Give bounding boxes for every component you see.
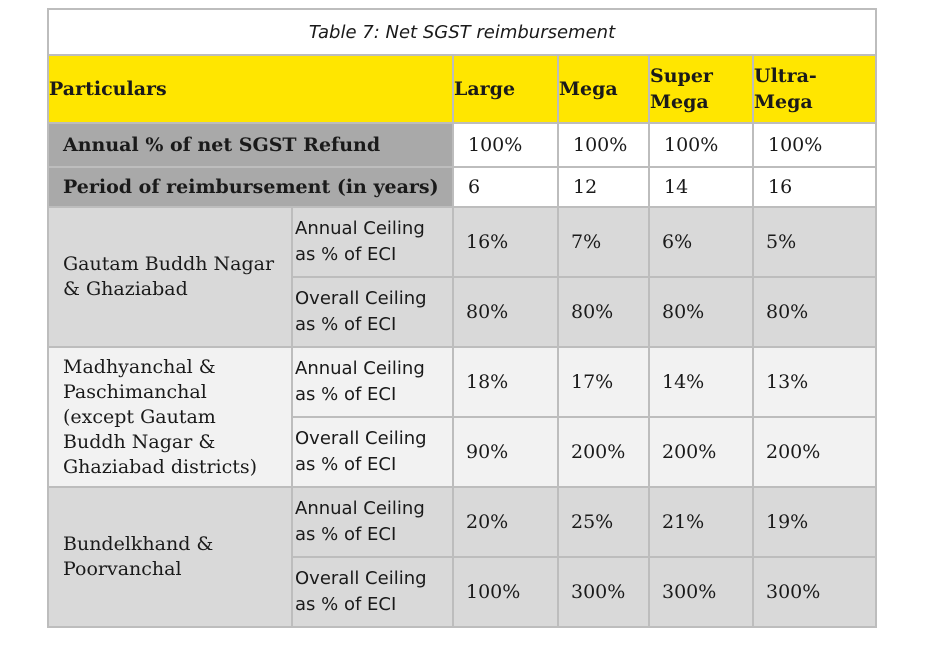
table-cell: 80% (557, 276, 650, 348)
sgst-reimbursement-table: Table 7: Net SGST reimbursement Particul… (46, 8, 878, 628)
table-cell: 12 (557, 166, 650, 208)
table-cell: 25% (557, 486, 650, 558)
table-cell: 80% (452, 276, 559, 348)
table-caption: Table 7: Net SGST reimbursement (46, 8, 878, 56)
table-cell: 100% (648, 122, 754, 168)
ceiling-label: Annual Ceiling as % of ECI (291, 206, 454, 278)
refund-row: Annual % of net SGST Refund 100% 100% 10… (47, 122, 878, 168)
period-row: Period of reimbursement (in years) 6 12 … (47, 166, 878, 208)
table-cell: 100% (557, 122, 650, 168)
table-cell: 17% (557, 346, 650, 418)
region-row: Gautam Buddh Nagar & Ghaziabad Annual Ce… (47, 206, 878, 348)
table-cell: 6% (648, 206, 754, 278)
table-cell: 300% (751, 556, 878, 628)
ceiling-label: Overall Ceiling as % of ECI (291, 416, 454, 488)
header-row: Particulars Large Mega Super Mega Ultra-… (47, 54, 878, 124)
region-row: Overall Ceiling as % of ECI 90% 200% 200… (48, 416, 878, 488)
table-cell: 100% (751, 122, 878, 168)
region-row: Bundelkhand & Poorvanchal Annual Ceiling… (47, 486, 878, 628)
table-cell: 100% (452, 122, 559, 168)
table-cell: 200% (751, 416, 878, 488)
ceiling-label: Annual Ceiling as % of ECI (291, 346, 454, 418)
table-cell: 14 (648, 166, 754, 208)
table-cell: 200% (648, 416, 754, 488)
row-label: Period of reimbursement (in years) (47, 166, 454, 208)
region-row: Overall Ceiling as % of ECI 100% 300% 30… (48, 556, 878, 628)
table-cell: 20% (452, 486, 559, 558)
table-cell: 300% (648, 556, 754, 628)
table-cell: 21% (648, 486, 754, 558)
region-name: Bundelkhand & Poorvanchal (47, 486, 293, 628)
table-cell: 16 (751, 166, 878, 208)
table-cell: 200% (557, 416, 650, 488)
row-label: Annual % of net SGST Refund (47, 122, 454, 168)
table-cell: 6 (452, 166, 559, 208)
column-header-ultra-mega: Ultra- Mega (751, 54, 878, 124)
region-name: Madhyanchal & Paschimanchal (except Gaut… (47, 346, 293, 488)
particulars-header: Particulars (47, 54, 454, 124)
table-cell: 5% (751, 206, 878, 278)
ceiling-label: Overall Ceiling as % of ECI (291, 276, 454, 348)
ceiling-label: Overall Ceiling as % of ECI (291, 556, 454, 628)
table-cell: 100% (452, 556, 559, 628)
table-cell: 16% (452, 206, 559, 278)
table-cell: 19% (751, 486, 878, 558)
region-name: Gautam Buddh Nagar & Ghaziabad (47, 206, 293, 348)
table-cell: 300% (557, 556, 650, 628)
table-cell: 7% (557, 206, 650, 278)
column-header-super-mega: Super Mega (648, 54, 754, 124)
table-cell: 13% (751, 346, 878, 418)
region-row: Overall Ceiling as % of ECI 80% 80% 80% … (48, 276, 878, 348)
table-cell: 90% (452, 416, 559, 488)
column-header-large: Large (452, 54, 559, 124)
table-cell: 80% (751, 276, 878, 348)
column-header-mega: Mega (557, 54, 650, 124)
ceiling-label: Annual Ceiling as % of ECI (291, 486, 454, 558)
region-row: Madhyanchal & Paschimanchal (except Gaut… (47, 346, 878, 488)
table-cell: 14% (648, 346, 754, 418)
table-cell: 80% (648, 276, 754, 348)
table-cell: 18% (452, 346, 559, 418)
